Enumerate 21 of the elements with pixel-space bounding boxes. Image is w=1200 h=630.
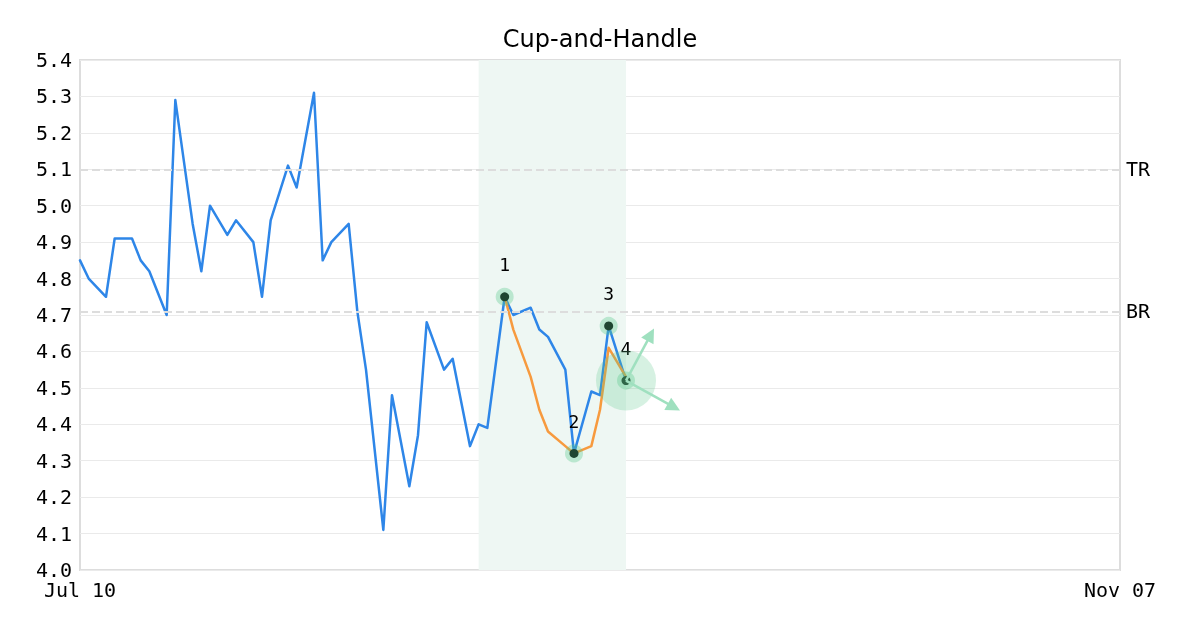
chart-title: Cup-and-Handle xyxy=(502,25,698,53)
ref-line-label: BR xyxy=(1126,299,1152,324)
y-tick-label: 4.6 xyxy=(35,339,72,364)
y-tick-label: 5.3 xyxy=(35,84,72,109)
y-tick-label: 5.2 xyxy=(35,120,72,145)
x-tick-label: Nov 07 xyxy=(1083,578,1157,602)
annotation: 1 xyxy=(499,254,511,276)
y-tick-label: 4.7 xyxy=(35,303,72,327)
y-tick-label: 5.0 xyxy=(35,193,72,218)
ref-line-label: TR xyxy=(1126,157,1152,182)
annotation: 3 xyxy=(603,283,615,305)
y-tick-label: 4.9 xyxy=(35,230,72,255)
y-tick-label: 4.8 xyxy=(35,266,72,291)
y-tick-label: 4.5 xyxy=(35,375,72,400)
y-tick-label: 4.1 xyxy=(35,521,72,546)
y-tick-label: 4.3 xyxy=(35,448,72,473)
y-tick-label: 4.2 xyxy=(35,485,72,510)
y-tick-label: 5.4 xyxy=(35,48,72,72)
y-tick-label: 4.4 xyxy=(35,412,72,437)
y-tick-label: 5.1 xyxy=(35,157,72,182)
annotation: 4 xyxy=(620,338,632,360)
